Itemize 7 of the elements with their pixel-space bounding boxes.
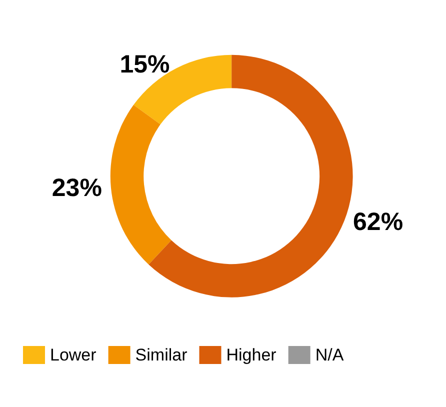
data-label: 23% xyxy=(52,174,102,202)
legend-label: Similar xyxy=(135,346,188,364)
data-label: 62% xyxy=(353,208,404,236)
legend-label: Lower xyxy=(50,346,97,364)
legend-label: Higher xyxy=(226,346,277,364)
data-label: 15% xyxy=(120,50,170,79)
legend-label: N/A xyxy=(315,346,344,364)
